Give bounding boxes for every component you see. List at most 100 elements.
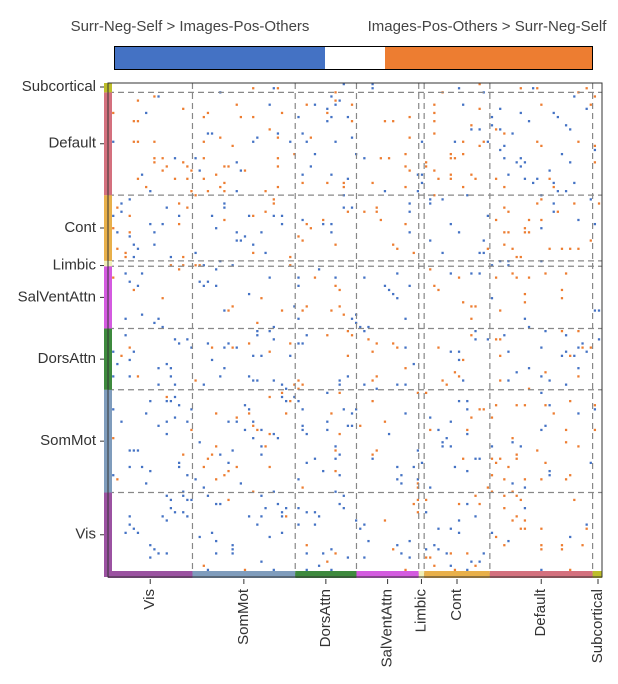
matrix-cell bbox=[116, 362, 119, 366]
matrix-cell bbox=[326, 107, 329, 110]
matrix-cell bbox=[293, 395, 296, 399]
matrix-cell bbox=[490, 416, 494, 419]
matrix-cell bbox=[499, 107, 502, 110]
matrix-cell bbox=[206, 568, 210, 572]
matrix-cell bbox=[268, 103, 271, 106]
matrix-cell bbox=[400, 482, 403, 485]
matrix-cell bbox=[408, 210, 411, 213]
matrix-cell bbox=[338, 305, 341, 308]
matrix-cell bbox=[206, 111, 210, 115]
matrix-cell bbox=[515, 276, 518, 279]
matrix-cell bbox=[326, 428, 329, 432]
matrix-cell bbox=[305, 334, 308, 337]
matrix-cell bbox=[334, 445, 337, 448]
matrix-cell bbox=[457, 519, 461, 522]
matrix-cell bbox=[392, 548, 395, 551]
matrix-cell bbox=[420, 461, 424, 464]
matrix-cell bbox=[309, 165, 312, 168]
matrix-cell bbox=[223, 218, 226, 222]
matrix-cell bbox=[334, 91, 337, 94]
matrix-cell bbox=[396, 297, 399, 300]
matrix-cell bbox=[231, 548, 234, 551]
matrix-cell bbox=[548, 169, 551, 172]
matrix-cell bbox=[478, 408, 481, 411]
matrix-cell bbox=[367, 539, 370, 543]
matrix-cell bbox=[379, 157, 382, 160]
matrix-cell bbox=[404, 317, 407, 320]
matrix-cell bbox=[519, 157, 522, 160]
matrix-cell bbox=[124, 334, 127, 337]
matrix-cell bbox=[342, 408, 345, 411]
matrix-cell bbox=[564, 350, 568, 353]
matrix-cell bbox=[326, 391, 329, 395]
matrix-cell bbox=[383, 519, 387, 522]
matrix-cell bbox=[503, 334, 506, 337]
matrix-cell bbox=[474, 457, 477, 460]
y-tick-label-vis: Vis bbox=[75, 526, 96, 543]
matrix-cell bbox=[149, 399, 152, 403]
matrix-cell bbox=[371, 87, 374, 90]
matrix-cell bbox=[437, 527, 440, 530]
matrix-cell bbox=[474, 330, 477, 333]
matrix-cell bbox=[507, 465, 510, 469]
matrix-cell bbox=[564, 441, 568, 444]
matrix-cell bbox=[285, 515, 288, 518]
matrix-cell bbox=[515, 161, 518, 164]
matrix-cell bbox=[503, 507, 506, 510]
matrix-cell bbox=[223, 346, 226, 349]
matrix-cell bbox=[379, 218, 382, 222]
matrix-cell bbox=[173, 383, 177, 386]
matrix-cell bbox=[173, 395, 177, 399]
matrix-cell bbox=[511, 437, 514, 440]
matrix-cell bbox=[289, 342, 292, 345]
matrix-cell bbox=[412, 465, 415, 469]
matrix-cell bbox=[540, 375, 543, 378]
matrix-cell bbox=[334, 457, 337, 460]
matrix-cell bbox=[507, 231, 510, 234]
matrix-cell bbox=[334, 99, 337, 102]
matrix-cell bbox=[404, 568, 407, 572]
matrix-cell bbox=[371, 350, 374, 353]
matrix-cell bbox=[124, 272, 127, 275]
matrix-cell bbox=[177, 222, 181, 226]
matrix-cell bbox=[276, 185, 280, 189]
matrix-cell bbox=[231, 346, 234, 349]
matrix-cell bbox=[309, 136, 312, 139]
matrix-cell bbox=[577, 375, 580, 378]
matrix-cell bbox=[128, 346, 131, 349]
matrix-cell bbox=[169, 367, 173, 370]
matrix-cell bbox=[235, 190, 238, 193]
matrix-cell bbox=[511, 132, 514, 135]
matrix-cell bbox=[285, 507, 288, 510]
matrix-cell bbox=[165, 206, 168, 209]
matrix-cell bbox=[564, 272, 568, 275]
matrix-cell bbox=[589, 346, 592, 349]
matrix-cell bbox=[466, 399, 469, 403]
matrix-cell bbox=[330, 412, 333, 415]
matrix-cell bbox=[136, 375, 140, 378]
matrix-cell bbox=[219, 502, 222, 506]
matrix-cell bbox=[593, 144, 597, 148]
matrix-cell bbox=[260, 453, 263, 456]
matrix-cell bbox=[260, 354, 263, 357]
matrix-cell bbox=[515, 255, 518, 259]
matrix-cell bbox=[132, 140, 135, 143]
matrix-cell bbox=[285, 399, 288, 403]
matrix-cell bbox=[219, 375, 222, 378]
matrix-cell bbox=[112, 408, 115, 411]
matrix-cell bbox=[462, 140, 465, 143]
matrix-cell bbox=[268, 350, 271, 353]
matrix-cell bbox=[177, 268, 181, 271]
matrix-cell bbox=[297, 379, 300, 382]
x-tick-label-default: Default bbox=[532, 588, 549, 636]
matrix-cell bbox=[445, 383, 448, 386]
matrix-cell bbox=[149, 469, 152, 473]
matrix-cell bbox=[429, 198, 432, 201]
matrix-cell bbox=[317, 564, 321, 567]
matrix-cell bbox=[268, 330, 271, 333]
matrix-cell bbox=[285, 387, 288, 390]
matrix-cell bbox=[128, 375, 131, 378]
matrix-cell bbox=[371, 181, 374, 185]
matrix-cell bbox=[523, 301, 527, 304]
matrix-cell bbox=[560, 297, 564, 300]
